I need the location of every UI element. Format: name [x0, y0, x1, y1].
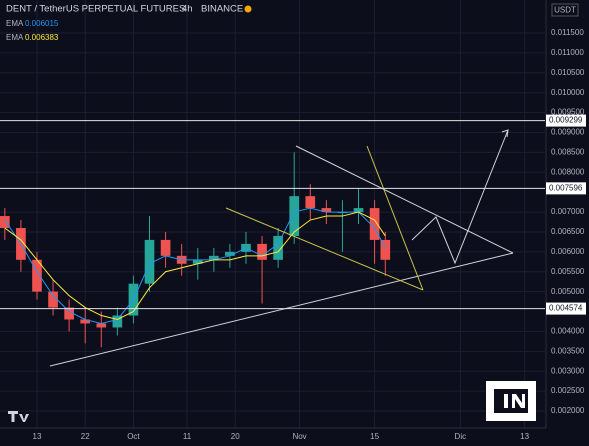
legend-value: 0.006383: [25, 33, 59, 42]
y-tick-label: 0.008500: [551, 147, 585, 156]
price-level-box: [546, 114, 586, 127]
candle-body: [96, 323, 107, 328]
drawings: [49, 129, 514, 367]
logo-n: [512, 394, 525, 408]
candle-body: [369, 208, 380, 240]
candle-body: [0, 216, 10, 228]
candle-body: [80, 319, 91, 324]
candle-body: [112, 315, 123, 328]
x-axis: 13 22 Oct 11 20 Nov 15 Dic 13: [33, 432, 530, 441]
candle-body: [48, 291, 58, 308]
ema-line: [4, 207, 386, 324]
projection-arrow: [501, 129, 509, 138]
x-tick-label: 20: [231, 432, 240, 441]
price-level-label: 0.009299: [549, 116, 583, 125]
candle-body: [289, 196, 300, 236]
ema-line: [4, 211, 386, 321]
y-tick-label: 0.004000: [551, 327, 585, 336]
tradingview-logo: [8, 411, 29, 422]
x-tick-label: Dic: [455, 432, 467, 441]
plot: [0, 152, 391, 348]
support-trendline: [49, 252, 514, 367]
candle-body: [144, 239, 155, 284]
currency: USDT: [554, 6, 576, 15]
interval: 4h: [182, 4, 193, 15]
chart-title: DENT / TetherUS PERPETUAL FUTURES: [6, 4, 185, 15]
x-tick-label: 15: [370, 432, 379, 441]
price-axis-bg: [546, 0, 589, 446]
candle-body: [321, 208, 332, 213]
y-tick-label: 0.002500: [551, 386, 585, 395]
candle-body: [353, 208, 364, 213]
x-tick-label: 22: [81, 432, 90, 441]
y-tick-label: 0.006000: [551, 247, 585, 256]
price-level-box: [546, 302, 586, 315]
candle-body: [257, 243, 267, 260]
currency-box: [551, 3, 579, 17]
y-tick-label: 0.009500: [551, 108, 585, 117]
legend-value: 0.006015: [25, 19, 59, 28]
wedge-line: [366, 145, 424, 291]
price-level-label: 0.007596: [549, 183, 583, 192]
x-tick-label: 11: [183, 432, 192, 441]
x-tick-label: Oct: [127, 432, 140, 441]
exchange: BINANCE: [201, 4, 243, 15]
legend-name: EMA: [6, 33, 24, 42]
x-tick-label: 13: [33, 432, 42, 441]
y-tick-label: 0.011000: [551, 48, 584, 57]
legend-name: EMA: [6, 19, 24, 28]
candle-body: [273, 235, 283, 260]
candle-body: [160, 239, 171, 256]
y-tick-label: 0.010000: [551, 88, 585, 97]
price-level-label: 0.004574: [549, 304, 583, 313]
resistance-trendline: [295, 145, 514, 254]
candle-body: [64, 307, 74, 320]
logo-i: [504, 394, 508, 408]
watermark-logo: [486, 381, 536, 421]
x-tick-label: 13: [520, 432, 529, 441]
axes: [0, 120, 545, 310]
x-tick-label: Nov: [292, 432, 306, 441]
candle-body: [225, 251, 235, 256]
y-tick-label: 0.005000: [551, 287, 585, 296]
y-tick-label: 0.007000: [551, 207, 585, 216]
y-tick-label: 0.005500: [551, 267, 585, 276]
y-tick-label: 0.011500: [551, 28, 584, 37]
y-axis: 0.011500 0.011000 0.010500 0.010000 0.009500…: [546, 28, 586, 415]
y-tick-label: 0.008000: [551, 167, 585, 176]
candle-body: [192, 259, 203, 264]
y-tick-label: 0.006500: [551, 227, 585, 236]
candle-body: [208, 255, 219, 260]
projection-path: [411, 129, 509, 265]
wedge-line: [225, 207, 424, 291]
candle-body: [32, 259, 42, 292]
candle-body: [305, 196, 316, 209]
price-level-box: [546, 182, 586, 195]
y-tick-label: 0.002000: [551, 406, 585, 415]
grid: [0, 0, 545, 428]
y-tick-label: 0.010500: [551, 68, 585, 77]
status-dot: [244, 5, 252, 13]
y-tick-label: 0.003500: [551, 346, 585, 355]
y-tick-label: 0.009000: [551, 128, 585, 137]
candle-body: [380, 239, 391, 260]
y-tick-label: 0.003000: [551, 366, 585, 375]
